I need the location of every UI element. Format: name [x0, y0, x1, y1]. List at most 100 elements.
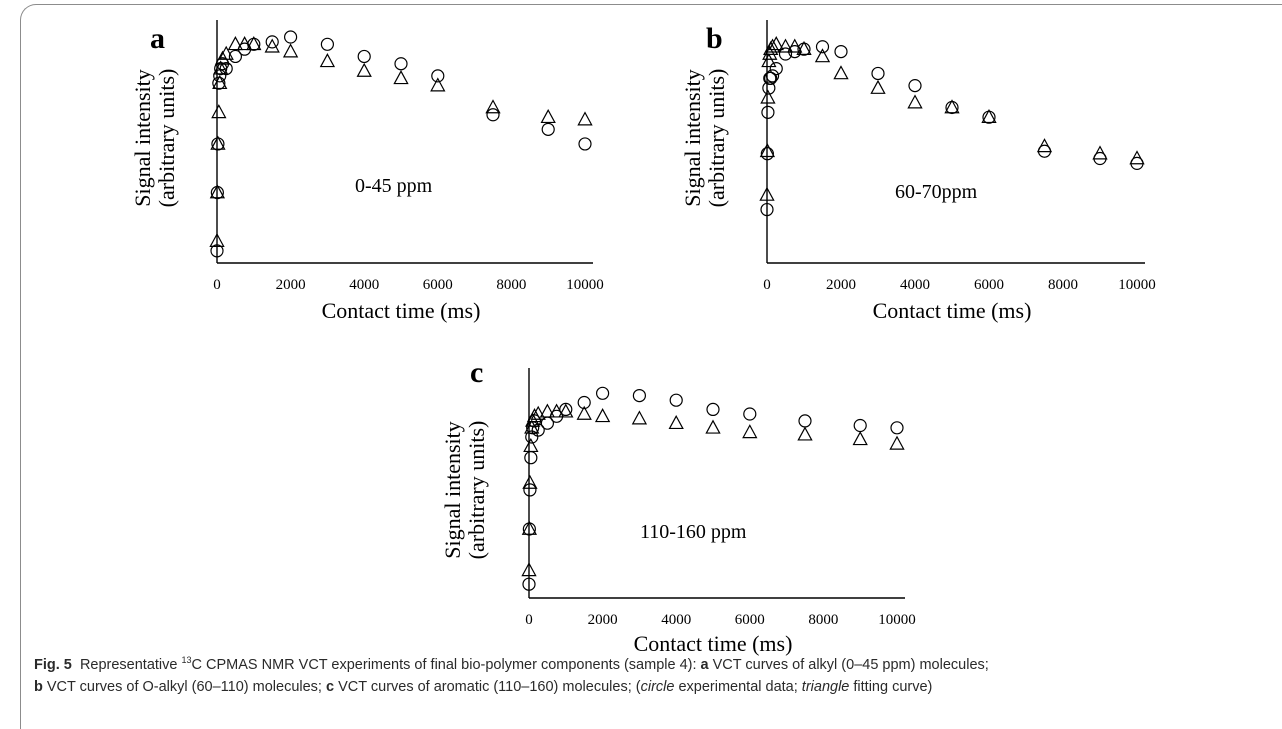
triangle-marker	[1129, 150, 1145, 165]
x-tick-label: 4000	[661, 612, 691, 628]
triangle-marker	[759, 142, 776, 158]
caption-part-b-text: VCT curves of O-alkyl (60–110) molecules…	[42, 679, 326, 695]
triangle-marker	[668, 414, 684, 430]
circle-marker	[284, 30, 298, 44]
circle-marker	[760, 202, 774, 217]
circle-marker	[523, 483, 537, 497]
range-label: 0-45 ppm	[355, 175, 433, 197]
triangle-marker	[762, 45, 778, 60]
figure-caption: Fig. 5 Representative 13C CPMAS NMR VCT …	[34, 654, 1274, 698]
triangle-marker	[852, 431, 868, 446]
triangle-marker	[393, 70, 409, 85]
triangle-marker	[870, 79, 886, 94]
x-tick-label: 6000	[423, 277, 453, 293]
triangle-marker	[797, 426, 813, 441]
circle-marker	[871, 66, 885, 81]
circle-marker	[762, 81, 776, 95]
circle-marker	[210, 185, 224, 200]
caption-text-before-sup: Representative	[79, 657, 182, 673]
circle-marker	[527, 414, 542, 428]
circle-marker	[765, 69, 780, 83]
y-axis-title-line: Signal intensity	[440, 421, 465, 559]
circle-marker	[559, 402, 573, 416]
circle-marker	[788, 44, 802, 59]
panel-b: b 0 2000 4000 6000 8000 10000 Contact time (ms)…	[680, 20, 1156, 323]
x-tick-label: 6000	[974, 277, 1004, 293]
circle-marker	[320, 37, 334, 51]
caption-triangle-text: fitting curve)	[849, 679, 933, 695]
circle-marker	[743, 407, 757, 421]
triangle-marker	[356, 62, 372, 77]
circle-marker	[357, 49, 371, 64]
panel-a: a 0 2000 4000 6000 8000 10000 Contact time (ms)…	[130, 20, 604, 323]
circle-marker	[212, 76, 226, 90]
triangle-marker	[212, 74, 228, 90]
caption-part-b-letter: b	[34, 679, 43, 695]
caption-part-c-letter: c	[326, 679, 335, 695]
circle-marker	[540, 416, 555, 430]
circle-marker	[524, 451, 538, 465]
panel-letter: a	[150, 22, 165, 55]
circle-marker	[394, 57, 408, 71]
triangle-marker	[981, 108, 997, 124]
triangle-marker	[889, 435, 905, 450]
triangle-marker	[264, 38, 280, 53]
x-tick-label: 8000	[496, 277, 526, 293]
triangle-marker	[521, 562, 537, 577]
circle-marker	[219, 61, 233, 76]
triangle-marker	[796, 40, 812, 56]
triangle-marker	[1092, 145, 1108, 160]
caption-circle-word: circle	[640, 679, 675, 695]
circle-marker	[265, 35, 279, 49]
x-tick-label: 0	[763, 277, 771, 293]
y-axis-title: Signal intensity(arbitrary units)	[440, 421, 489, 560]
circle-marker	[228, 49, 242, 64]
caption-fig-label: Fig. 5	[34, 657, 72, 673]
circle-marker	[890, 421, 904, 435]
circle-marker	[595, 386, 610, 400]
figure-frame	[20, 4, 1282, 729]
circle-marker	[945, 100, 959, 115]
y-axis-title-line: (arbitrary units)	[704, 69, 729, 208]
triangle-marker	[742, 424, 758, 439]
circle-marker	[761, 105, 775, 119]
triangle-marker	[319, 53, 336, 68]
x-tick-label: 8000	[1048, 277, 1078, 293]
triangle-marker	[576, 405, 592, 420]
triangle-marker	[1036, 138, 1053, 153]
triangle-marker	[522, 474, 538, 489]
triangle-marker	[833, 65, 849, 80]
triangle-marker	[282, 43, 299, 58]
triangle-marker	[814, 48, 831, 63]
triangle-marker	[594, 408, 611, 423]
circle-marker	[522, 577, 536, 591]
triangle-marker	[211, 104, 227, 119]
circle-marker	[1130, 156, 1144, 170]
triangle-marker	[907, 94, 923, 109]
y-axis-title: Signal intensity(arbitrary units)	[680, 69, 729, 208]
x-tick-label: 4000	[900, 277, 930, 293]
triangle-marker	[944, 99, 960, 114]
circle-marker	[982, 110, 996, 124]
caption-circle-text: experimental data;	[674, 679, 802, 695]
triangle-marker	[540, 108, 556, 124]
circle-marker	[578, 137, 592, 151]
y-axis-title-line: Signal intensity	[130, 69, 155, 207]
triangle-marker	[209, 184, 226, 199]
triangle-marker	[760, 89, 776, 104]
x-tick-label: 10000	[878, 612, 916, 628]
x-axis-title: Contact time (ms)	[322, 298, 481, 323]
caption-intro: C CPMAS NMR VCT experiments of final bio…	[191, 657, 701, 673]
circle-marker	[706, 402, 720, 416]
triangle-marker	[705, 419, 721, 434]
circle-marker	[247, 37, 261, 51]
x-tick-label: 0	[213, 277, 221, 293]
y-axis-title-line: Signal intensity	[680, 69, 705, 207]
triangle-marker	[530, 405, 546, 420]
y-axis-title-line: (arbitrary units)	[154, 69, 179, 208]
circle-marker	[486, 108, 500, 122]
circle-marker	[778, 47, 793, 61]
circle-marker	[526, 421, 540, 435]
triangle-marker	[210, 135, 226, 150]
